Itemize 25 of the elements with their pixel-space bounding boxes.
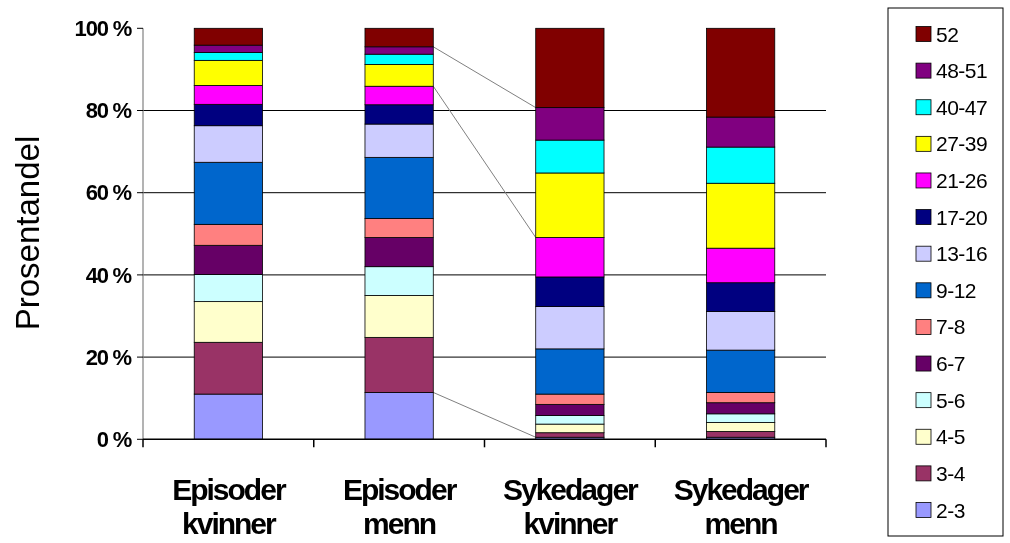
- x-tick-label: Episoder kvinner: [172, 473, 287, 540]
- legend-label: 27-39: [936, 132, 988, 156]
- legend-label: 13-16: [936, 242, 988, 266]
- y-tick-label: 20 %: [85, 344, 132, 370]
- x-tick-label: Sykedager kvinner: [502, 473, 640, 540]
- legend-label: 21-26: [936, 169, 988, 193]
- y-tick-label: 100 %: [74, 16, 132, 41]
- legend-label: 4-5: [936, 425, 965, 449]
- y-axis-title: Prosentandel: [9, 135, 46, 331]
- legend-label: 6-7: [936, 352, 965, 376]
- legend-label: 17-20: [936, 205, 988, 229]
- y-tick-label: 0 %: [96, 427, 132, 452]
- y-tick-label: 80 %: [85, 98, 132, 124]
- y-tick-label: 40 %: [85, 262, 132, 288]
- x-tick-label: Sykedager menn: [673, 473, 810, 540]
- y-tick-label: 60 %: [85, 180, 132, 206]
- legend-label: 3-4: [936, 461, 966, 485]
- legend-label: 5-6: [936, 388, 965, 412]
- legend-label: 9-12: [936, 278, 977, 302]
- legend-label: 40-47: [936, 95, 988, 119]
- legend-label: 52: [936, 22, 959, 46]
- legend-label: 7-8: [936, 315, 965, 339]
- legend-label: 48-51: [936, 59, 988, 83]
- legend-label: 2-3: [936, 498, 965, 522]
- x-tick-label: Episoder menn: [342, 473, 458, 540]
